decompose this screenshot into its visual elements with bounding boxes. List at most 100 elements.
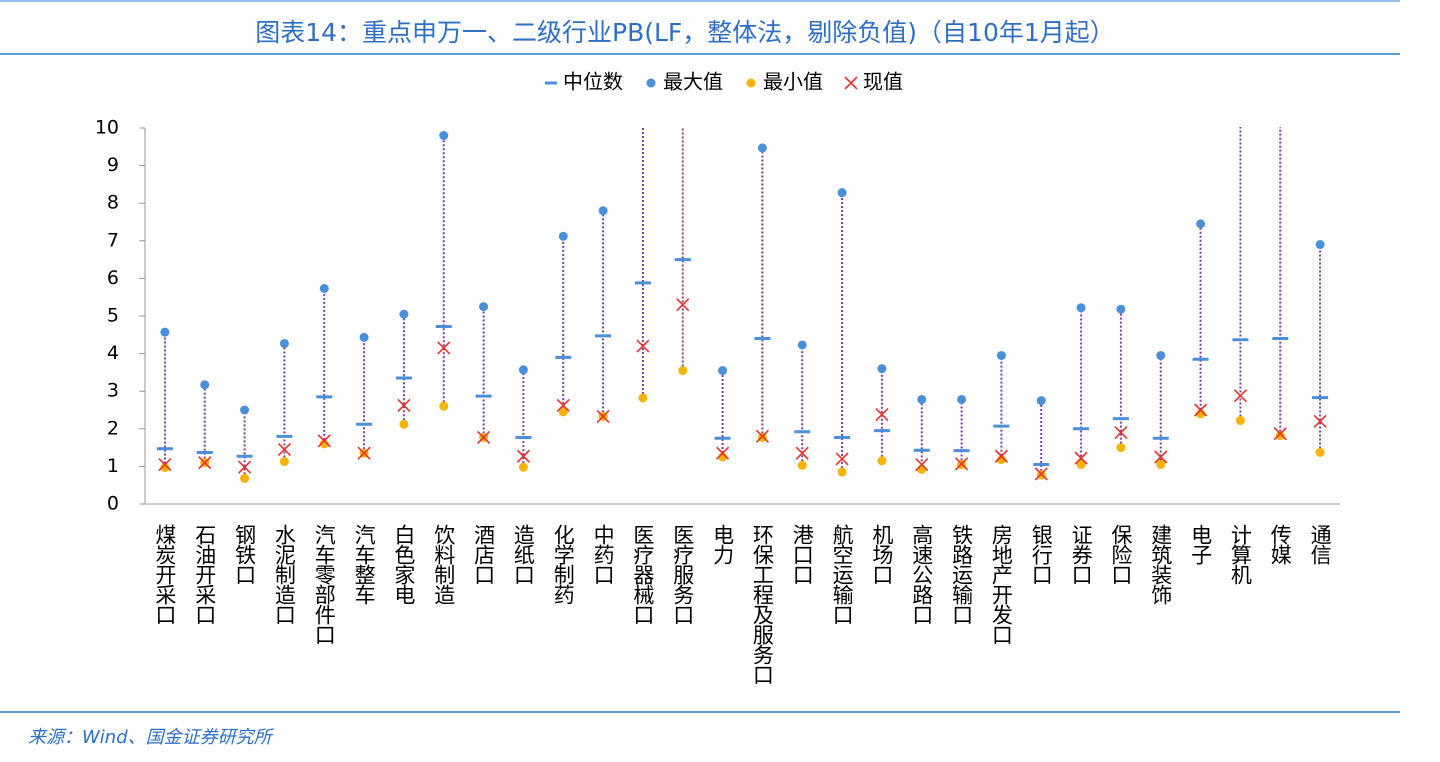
point <box>1196 219 1206 229</box>
point <box>439 131 449 141</box>
point <box>1116 443 1126 453</box>
x-tick-label: 医疗器械口 <box>631 524 655 624</box>
point <box>518 462 528 472</box>
current-mark <box>198 456 212 470</box>
x-tick-label: 传媒 <box>1268 524 1292 565</box>
legend-label: 中位数 <box>563 70 623 94</box>
current-mark <box>1154 450 1168 464</box>
current-mark <box>755 429 769 443</box>
x-tick-label: 建筑装饰 <box>1149 524 1173 605</box>
current-mark <box>437 341 451 355</box>
point <box>1076 303 1086 313</box>
point <box>638 48 647 57</box>
current-mark <box>1114 425 1128 440</box>
x-tick-label: 中药口 <box>591 524 615 584</box>
y-tick-label: 7 <box>107 229 119 251</box>
x-tick-label: 白色家电 <box>392 524 416 604</box>
point <box>757 143 767 153</box>
current-mark <box>477 430 491 445</box>
current-mark <box>516 449 530 463</box>
y-tick-label: 3 <box>107 380 119 402</box>
y-tick-label: 5 <box>107 305 119 327</box>
point <box>1315 447 1325 457</box>
point <box>877 364 887 374</box>
y-tick-label: 0 <box>107 493 119 515</box>
x-tick-label: 饮料制造 <box>432 524 456 605</box>
point <box>240 473 250 483</box>
point <box>1236 86 1245 95</box>
current-mark <box>1273 427 1287 441</box>
current-mark <box>1074 451 1088 465</box>
point <box>718 366 728 376</box>
point <box>558 231 568 241</box>
plot-area <box>156 48 1329 483</box>
x-tick-label: 煤炭开采口 <box>153 524 177 624</box>
x-tick-label: 环保工程及服务口 <box>750 524 774 684</box>
point <box>279 457 289 467</box>
source: 来源：Wind、国金证券研究所 <box>28 727 275 748</box>
current-mark <box>716 446 730 460</box>
current-mark <box>397 398 411 413</box>
x-tick-label: 高速公路口 <box>910 524 934 624</box>
chart-title: 图表14：重点申万一、二级行业PB(LF，整体法，剔除负值)（自10年1月起） <box>255 18 1115 47</box>
x-tick-label: 医疗服务口 <box>671 524 695 624</box>
y-tick-label: 4 <box>107 342 119 364</box>
current-mark <box>1233 389 1247 403</box>
y-tick-label: 10 <box>95 117 119 139</box>
x-tick-label: 航空运输口 <box>830 524 854 624</box>
point <box>160 463 170 473</box>
point <box>1156 350 1166 360</box>
x-tick-label: 房地产开发口 <box>989 524 1013 644</box>
current-mark <box>1313 414 1327 428</box>
x-tick-label: 水泥制造口 <box>272 524 296 624</box>
point <box>678 366 688 376</box>
x-tick-label: 化学制药 <box>551 524 575 605</box>
point <box>439 401 449 411</box>
point <box>399 419 409 429</box>
legend-label: 现值 <box>863 70 903 94</box>
point <box>479 302 489 312</box>
current-mark <box>596 409 610 423</box>
point <box>1116 304 1126 314</box>
point <box>917 464 927 474</box>
point <box>200 380 210 390</box>
legend-marker <box>646 78 656 88</box>
x-tick-label: 造纸口 <box>511 524 535 584</box>
current-mark <box>915 457 929 472</box>
point <box>359 332 369 342</box>
current-mark <box>277 442 291 457</box>
point <box>1156 460 1166 470</box>
point <box>279 338 289 348</box>
point <box>160 327 170 337</box>
x-tick-label: 钢铁口 <box>233 524 257 584</box>
point <box>797 460 807 470</box>
point <box>837 467 847 477</box>
point <box>1036 396 1046 406</box>
current-mark <box>1034 467 1048 481</box>
point <box>1076 460 1086 470</box>
x-tick-label: 石油开采口 <box>193 524 217 624</box>
x-tick-label: 铁路运输口 <box>950 524 974 624</box>
point <box>837 188 847 198</box>
current-mark <box>835 452 849 466</box>
current-mark <box>357 446 371 460</box>
current-mark <box>636 339 650 353</box>
x-tick-label: 港口口 <box>790 524 814 584</box>
x-tick-label: 保险口 <box>1109 524 1133 584</box>
x-tick-label: 计算机 <box>1228 524 1252 585</box>
x-tick-label: 汽车零部件口 <box>312 524 336 644</box>
x-tick-label: 银行口 <box>1029 524 1053 584</box>
point <box>877 456 887 466</box>
y-tick-label: 1 <box>107 455 119 477</box>
current-mark <box>317 434 331 448</box>
y-tick-label: 9 <box>107 154 119 176</box>
legend-label: 最小值 <box>763 70 823 94</box>
current-mark <box>238 460 252 474</box>
point <box>518 365 528 375</box>
point <box>240 405 250 415</box>
legend-marker <box>844 76 858 90</box>
current-mark <box>676 298 690 312</box>
point <box>1276 86 1285 95</box>
point <box>797 340 807 350</box>
current-mark <box>795 446 809 460</box>
